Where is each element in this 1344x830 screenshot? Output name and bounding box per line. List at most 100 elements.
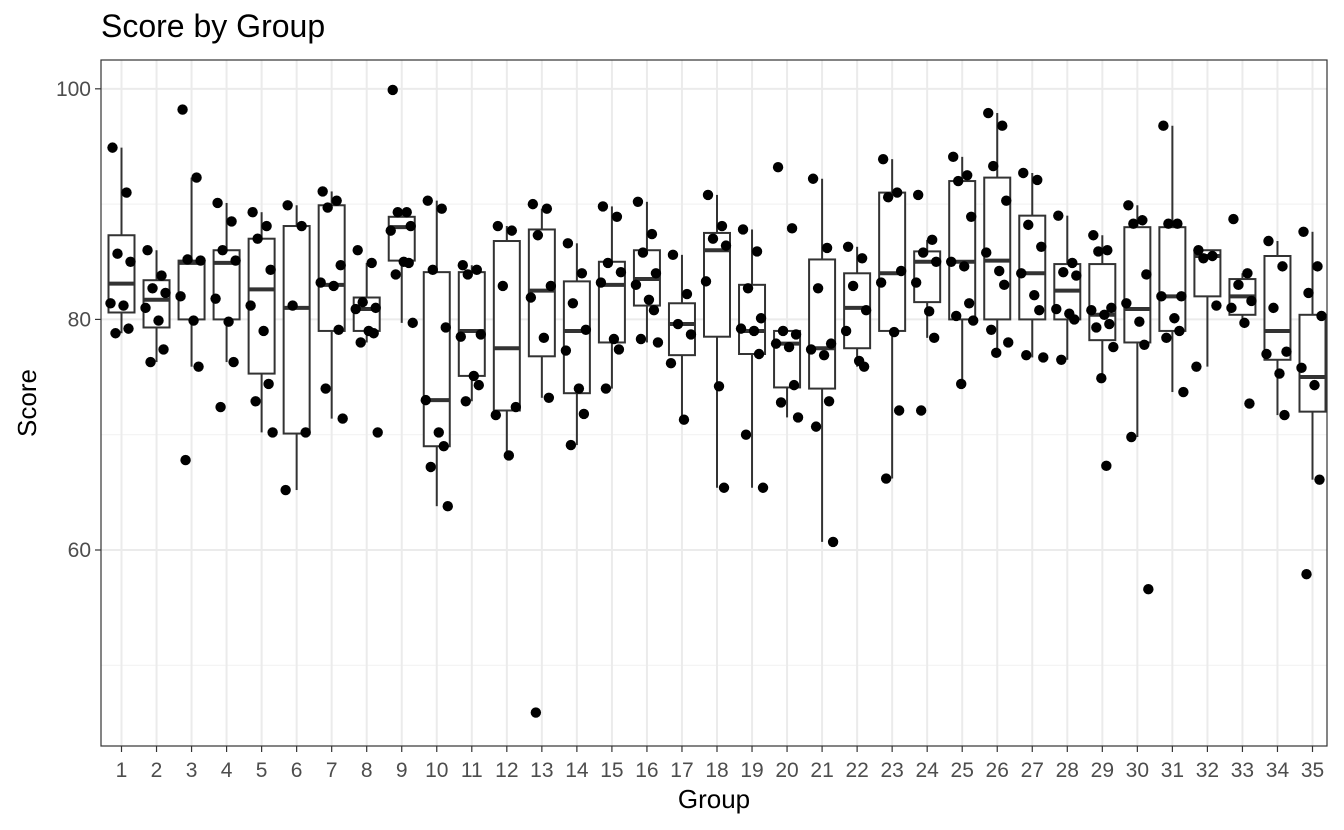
data-point	[823, 396, 835, 407]
data-point	[320, 383, 331, 394]
data-point	[1093, 246, 1104, 257]
x-tick-label: 26	[986, 759, 1009, 782]
data-point	[643, 294, 655, 306]
data-point	[223, 316, 234, 327]
data-point	[1032, 174, 1043, 186]
data-point	[440, 322, 451, 333]
data-point	[840, 325, 852, 337]
data-point	[981, 247, 992, 258]
data-point	[595, 277, 607, 288]
data-point	[613, 344, 625, 355]
data-point	[280, 484, 291, 496]
data-point	[700, 276, 712, 287]
data-point	[753, 348, 765, 360]
data-point	[1018, 167, 1029, 179]
data-point	[1053, 210, 1064, 221]
data-point	[956, 378, 967, 390]
data-point	[525, 292, 537, 303]
data-point	[1301, 569, 1312, 580]
data-point	[742, 283, 754, 294]
data-point	[245, 300, 256, 311]
data-point	[578, 408, 590, 420]
data-point	[1143, 584, 1154, 595]
x-tick-label: 27	[1021, 759, 1044, 782]
data-point	[983, 107, 994, 119]
data-point	[946, 256, 957, 267]
data-point	[1016, 268, 1027, 279]
box-group-23	[878, 159, 907, 479]
data-point	[1106, 302, 1117, 314]
data-point	[565, 439, 577, 451]
data-point	[825, 338, 837, 349]
panel-border	[100, 59, 1328, 747]
data-point	[153, 315, 164, 326]
data-point	[966, 211, 977, 222]
data-point	[460, 396, 471, 407]
data-point	[1279, 409, 1290, 421]
data-point	[506, 225, 518, 236]
data-point	[403, 257, 414, 269]
data-point	[265, 264, 276, 276]
data-point	[541, 203, 553, 214]
data-point	[527, 198, 539, 210]
data-point	[355, 337, 366, 348]
data-point	[366, 257, 377, 269]
data-point	[1123, 200, 1134, 211]
data-point	[473, 379, 484, 391]
data-point	[1137, 215, 1148, 226]
data-point	[1242, 268, 1253, 279]
data-point	[1193, 245, 1204, 256]
x-tick-label: 19	[740, 759, 763, 782]
data-point	[702, 189, 714, 201]
data-point	[951, 310, 962, 322]
data-point	[928, 332, 940, 344]
data-point	[215, 401, 226, 413]
data-point	[735, 323, 747, 334]
data-point	[372, 427, 383, 438]
box-group-35	[1298, 231, 1327, 480]
data-point	[543, 392, 555, 404]
chart-title: Score by Group	[101, 8, 325, 44]
box-group-12	[492, 226, 521, 456]
data-point	[252, 233, 263, 244]
data-point	[1314, 474, 1325, 485]
box-group-21	[808, 178, 837, 542]
x-tick-label: 34	[1266, 759, 1290, 782]
data-point	[1172, 218, 1183, 229]
data-point	[1261, 348, 1272, 360]
data-point	[1312, 261, 1323, 272]
x-tick-label: 16	[635, 759, 658, 782]
data-point	[770, 338, 782, 349]
data-point	[160, 287, 171, 299]
x-tick-label: 21	[810, 759, 833, 782]
data-point	[1191, 361, 1202, 372]
x-tick-label: 6	[291, 759, 303, 782]
data-point	[997, 120, 1008, 131]
box-iqr	[562, 280, 591, 395]
data-point	[923, 306, 935, 317]
data-point	[210, 293, 221, 304]
x-tick-label: 23	[880, 759, 903, 782]
data-point	[959, 261, 970, 272]
data-point	[471, 264, 482, 276]
data-point	[331, 195, 342, 206]
data-point	[1067, 257, 1078, 269]
data-point	[1003, 337, 1014, 348]
data-point	[1207, 250, 1218, 262]
data-point	[1126, 431, 1137, 443]
data-point	[858, 361, 870, 372]
x-tick-label: 15	[600, 759, 623, 782]
data-point	[737, 224, 749, 235]
data-point	[538, 332, 550, 344]
data-point	[1051, 303, 1062, 315]
data-point	[322, 202, 333, 213]
data-point	[250, 396, 261, 407]
data-point	[503, 450, 515, 461]
data-point	[1316, 310, 1327, 322]
data-point	[315, 277, 326, 288]
x-tick-label: 20	[775, 759, 798, 782]
data-point	[1038, 352, 1049, 363]
data-point	[107, 142, 118, 153]
data-point	[1163, 218, 1174, 229]
data-point	[510, 401, 522, 413]
